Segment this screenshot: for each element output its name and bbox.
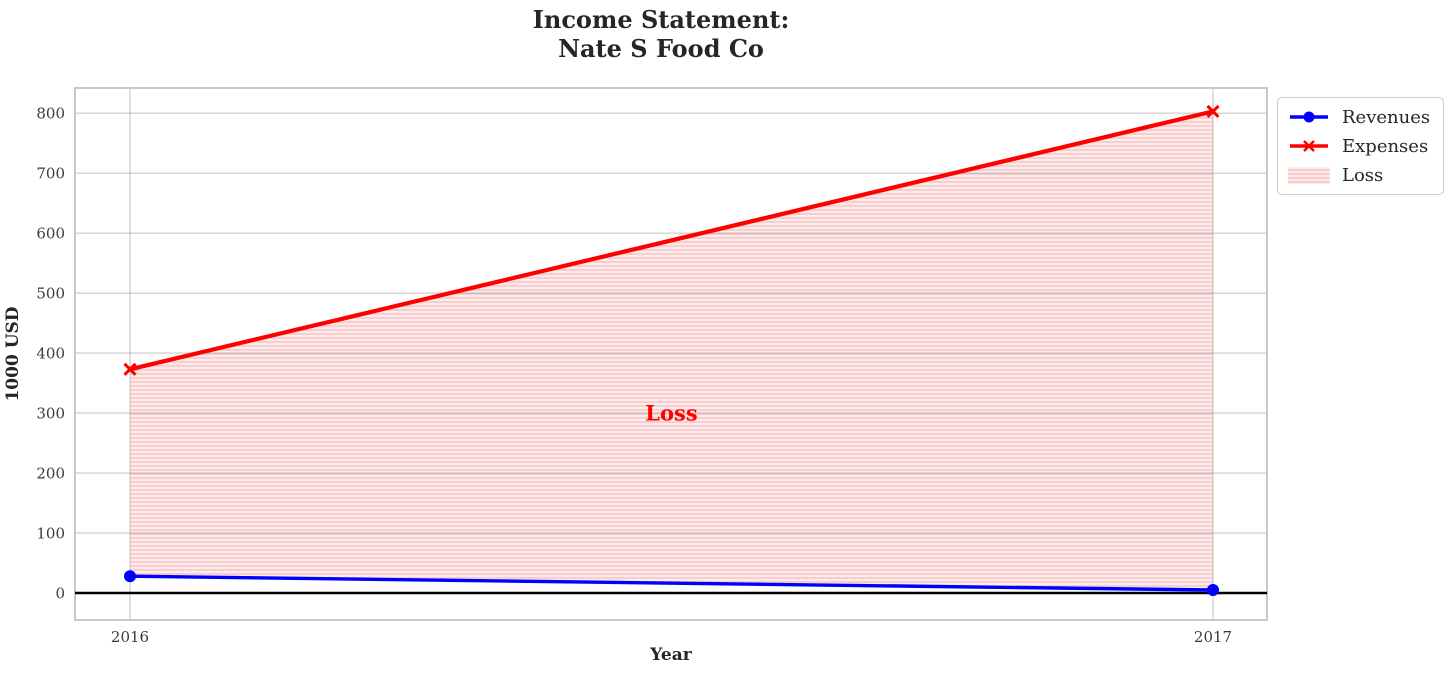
- svg-text:100: 100: [36, 524, 65, 542]
- loss-hatch-patch-icon: [1288, 166, 1330, 184]
- svg-text:300: 300: [36, 404, 65, 422]
- x-tick-labels: 2016 2017: [111, 628, 1232, 646]
- plot-frame: [74, 87, 1268, 621]
- legend-item-revenues: Revenues: [1288, 105, 1433, 129]
- y-tick-labels: 0 100 200 300 400 500 600 700 800: [36, 104, 65, 602]
- loss-fill-area: [130, 111, 1213, 591]
- loss-annotation: Loss: [645, 400, 697, 425]
- y-axis-label: 1000 USD: [3, 306, 23, 401]
- expenses-line-x-icon: [1290, 140, 1328, 152]
- svg-text:2017: 2017: [1194, 628, 1232, 646]
- svg-text:400: 400: [36, 344, 65, 362]
- legend: Revenues Expenses Loss: [1277, 97, 1444, 195]
- legend-label-revenues: Revenues: [1342, 106, 1431, 128]
- legend-item-loss: Loss: [1288, 163, 1433, 187]
- chart-title: Income Statement: Nate S Food Co: [532, 5, 790, 63]
- revenues-line-circle-icon: [1290, 111, 1328, 123]
- legend-label-loss: Loss: [1342, 164, 1384, 186]
- svg-text:500: 500: [36, 284, 65, 302]
- svg-text:800: 800: [36, 104, 65, 122]
- svg-text:2016: 2016: [111, 628, 149, 646]
- legend-label-expenses: Expenses: [1342, 135, 1429, 157]
- svg-text:0: 0: [55, 584, 65, 602]
- series-revenues: [124, 570, 1219, 597]
- svg-text:600: 600: [36, 224, 65, 242]
- legend-item-expenses: Expenses: [1288, 134, 1433, 158]
- x-axis-label: Year: [649, 645, 692, 665]
- svg-text:700: 700: [36, 164, 65, 182]
- series-expenses: [123, 104, 1220, 376]
- svg-text:200: 200: [36, 464, 65, 482]
